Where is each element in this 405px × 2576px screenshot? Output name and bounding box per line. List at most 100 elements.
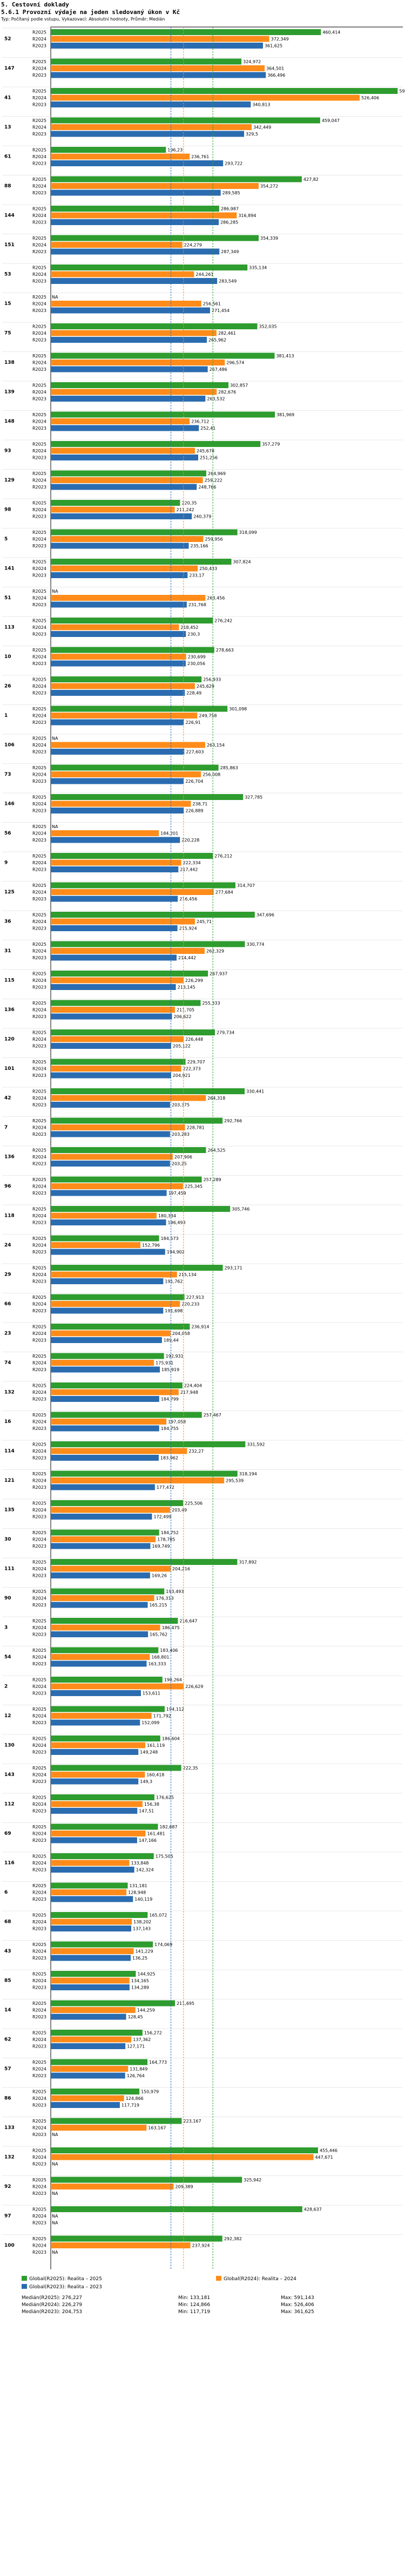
group-label: 101 bbox=[4, 1066, 15, 1072]
bar bbox=[51, 1896, 133, 1902]
series-label: R2023 bbox=[32, 1044, 46, 1049]
bar-value-label: 193,493 bbox=[166, 1589, 184, 1594]
series-label: R2025 bbox=[32, 236, 46, 241]
series-label: R2024 bbox=[32, 1625, 46, 1630]
series-label: R2024 bbox=[32, 1272, 46, 1277]
bar-value-label: 259,956 bbox=[205, 537, 222, 542]
series-label: R2023 bbox=[32, 2103, 46, 2108]
bar bbox=[51, 2206, 302, 2212]
bar-value-label: 169,749 bbox=[152, 1544, 170, 1549]
bar-value-label: 183,406 bbox=[160, 1648, 178, 1653]
series-label: R2025 bbox=[32, 295, 46, 300]
bar-value-label: 215,134 bbox=[179, 1272, 197, 1277]
group-label: 69 bbox=[4, 1831, 11, 1836]
series-label: R2023 bbox=[32, 1014, 46, 1019]
bar-value-label: 131,181 bbox=[130, 1883, 147, 1888]
bar bbox=[51, 1249, 165, 1255]
bar bbox=[51, 2125, 147, 2131]
bar-value-label: 307,824 bbox=[233, 560, 251, 565]
bar bbox=[51, 1867, 134, 1873]
bar bbox=[51, 382, 229, 388]
series-label: R2023 bbox=[32, 1720, 46, 1725]
bar-value-label: 276,242 bbox=[214, 619, 232, 623]
bar bbox=[51, 477, 203, 483]
series-label: R2023 bbox=[32, 1221, 46, 1225]
series-label: R2024 bbox=[32, 919, 46, 924]
bar bbox=[51, 418, 190, 424]
legend-entry: Global(R2024): Realita – 2024 bbox=[224, 2276, 296, 2282]
series-label: R2024 bbox=[32, 361, 46, 365]
series-label: R2023 bbox=[32, 985, 46, 990]
bar bbox=[51, 183, 259, 189]
series-label: R2025 bbox=[32, 207, 46, 212]
bar bbox=[51, 572, 188, 578]
bar-value-label: 184,201 bbox=[160, 831, 178, 836]
bar bbox=[51, 1948, 134, 1954]
series-label: R2023 bbox=[32, 1426, 46, 1431]
group-label: 125 bbox=[4, 890, 15, 895]
bar-value-label: 286,987 bbox=[221, 207, 239, 212]
group-label: 57 bbox=[4, 2066, 11, 2072]
series-label: R2025 bbox=[32, 2060, 46, 2065]
series-label: R2024 bbox=[32, 1243, 46, 1248]
series-label: R2025 bbox=[32, 2148, 46, 2153]
series-label: R2023 bbox=[32, 809, 46, 814]
series-label: R2023 bbox=[32, 1574, 46, 1578]
series-label: R2025 bbox=[32, 148, 46, 153]
bar-value-label: 185,919 bbox=[161, 1367, 179, 1372]
bar-value-label: 381,413 bbox=[276, 354, 294, 358]
bar-value-label: 286,285 bbox=[220, 220, 238, 225]
bar-value-label: 264,318 bbox=[207, 1096, 225, 1101]
group-label: 30 bbox=[4, 1537, 11, 1542]
bar-value-label: 256,933 bbox=[203, 677, 221, 682]
group-label: 121 bbox=[4, 1478, 15, 1483]
series-label: R2025 bbox=[32, 1619, 46, 1624]
bar bbox=[51, 977, 184, 984]
bar-value-label: 325,942 bbox=[244, 2178, 261, 2182]
series-label: R2024 bbox=[32, 1155, 46, 1160]
bar bbox=[51, 206, 219, 212]
bar-value-label: 209,389 bbox=[176, 2185, 193, 2189]
series-label: R2025 bbox=[32, 30, 46, 35]
legend-swatch bbox=[22, 2276, 27, 2281]
series-label: R2024 bbox=[32, 2096, 46, 2101]
bar bbox=[51, 366, 208, 372]
bar bbox=[51, 2036, 132, 2043]
bar-value-label: 165,762 bbox=[150, 1632, 167, 1637]
series-label: R2024 bbox=[32, 1067, 46, 1072]
group-label: 141 bbox=[4, 566, 15, 572]
series-label: R2023 bbox=[32, 1485, 46, 1490]
bar-value-label: 226,299 bbox=[185, 978, 203, 983]
group-label: 144 bbox=[4, 213, 15, 219]
bar bbox=[51, 94, 360, 101]
series-label: R2023 bbox=[32, 1897, 46, 1902]
bar-value-label: 211,705 bbox=[177, 1008, 194, 1013]
series-label: R2023 bbox=[32, 1162, 46, 1167]
legend-min: Min: 117,719 bbox=[178, 2309, 210, 2315]
bar bbox=[51, 1618, 178, 1624]
group-label: 41 bbox=[4, 96, 11, 101]
series-label: R2025 bbox=[32, 619, 46, 623]
group-label: 147 bbox=[4, 66, 15, 71]
bar bbox=[51, 1161, 170, 1167]
series-label: R2023 bbox=[32, 1250, 46, 1255]
bar-value-label: 220,233 bbox=[181, 1302, 199, 1307]
bar bbox=[51, 1088, 245, 1094]
bar bbox=[51, 631, 186, 637]
series-label: R2024 bbox=[32, 537, 46, 542]
bar-value-label: 455,446 bbox=[320, 2148, 338, 2153]
group-label: 116 bbox=[4, 1861, 15, 1866]
bar-value-label: 276,212 bbox=[214, 854, 232, 859]
bar-value-label: 427,82 bbox=[303, 177, 319, 182]
legend-max: Max: 591,143 bbox=[281, 2295, 314, 2301]
series-label: R2024 bbox=[32, 96, 46, 100]
bar-value-label: 160,418 bbox=[146, 1773, 164, 1778]
bar-value-label: 180,334 bbox=[158, 1214, 176, 1218]
group-label: 62 bbox=[4, 2037, 11, 2043]
bar bbox=[51, 1889, 127, 1895]
bar bbox=[51, 2000, 176, 2006]
bar-value-label: 165,215 bbox=[150, 1603, 167, 1608]
series-label: R2024 bbox=[32, 1537, 46, 1542]
series-label: R2023 bbox=[32, 632, 46, 637]
